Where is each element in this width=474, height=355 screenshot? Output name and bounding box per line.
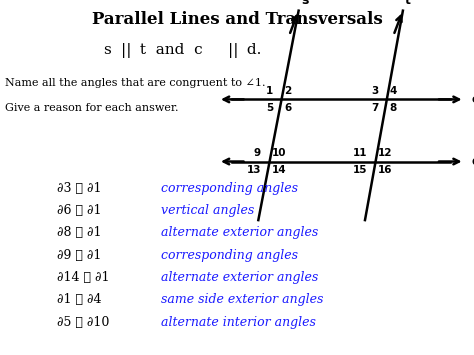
Text: alternate exterior angles: alternate exterior angles xyxy=(161,226,319,239)
Text: ||: || xyxy=(121,43,131,58)
Text: c: c xyxy=(472,93,474,106)
Text: t  and  c: t and c xyxy=(135,43,208,56)
Text: 5: 5 xyxy=(266,103,273,113)
Text: 3: 3 xyxy=(371,86,378,96)
Text: 9: 9 xyxy=(254,148,261,158)
Text: d: d xyxy=(472,155,474,168)
Text: Name all the angles that are congruent to ∠1.: Name all the angles that are congruent t… xyxy=(5,78,265,88)
Text: alternate interior angles: alternate interior angles xyxy=(161,316,316,329)
Text: 11: 11 xyxy=(353,148,367,158)
Text: ∂3 ≅ ∂1: ∂3 ≅ ∂1 xyxy=(57,182,101,195)
Text: 15: 15 xyxy=(353,165,367,175)
Text: ∂14 ≅ ∂1: ∂14 ≅ ∂1 xyxy=(57,271,109,284)
Text: ∂6 ≅ ∂1: ∂6 ≅ ∂1 xyxy=(57,204,101,217)
Text: Parallel Lines and Transversals: Parallel Lines and Transversals xyxy=(91,11,383,28)
Text: ||: || xyxy=(228,43,238,58)
Text: 4: 4 xyxy=(390,86,397,96)
Text: 8: 8 xyxy=(390,103,397,113)
Text: 6: 6 xyxy=(284,103,292,113)
Text: 1: 1 xyxy=(266,86,273,96)
Text: ∂9 ≅ ∂1: ∂9 ≅ ∂1 xyxy=(57,249,101,262)
Text: ∂8 ≅ ∂1: ∂8 ≅ ∂1 xyxy=(57,226,101,239)
Text: 2: 2 xyxy=(284,86,292,96)
Text: 10: 10 xyxy=(272,148,287,158)
Text: 7: 7 xyxy=(371,103,378,113)
Text: t: t xyxy=(405,0,411,7)
Text: corresponding angles: corresponding angles xyxy=(161,182,298,195)
Text: ∂5 ≅ ∂10: ∂5 ≅ ∂10 xyxy=(57,316,109,329)
Text: s: s xyxy=(301,0,309,7)
Text: 12: 12 xyxy=(378,148,392,158)
Text: corresponding angles: corresponding angles xyxy=(161,249,298,262)
Text: 13: 13 xyxy=(246,165,261,175)
Text: s: s xyxy=(104,43,117,56)
Text: ∂1 ≅ ∂4: ∂1 ≅ ∂4 xyxy=(57,294,101,306)
Text: d.: d. xyxy=(242,43,261,56)
Text: vertical angles: vertical angles xyxy=(161,204,255,217)
Text: 16: 16 xyxy=(378,165,392,175)
Text: 14: 14 xyxy=(272,165,287,175)
Text: alternate exterior angles: alternate exterior angles xyxy=(161,271,319,284)
Text: Give a reason for each answer.: Give a reason for each answer. xyxy=(5,103,178,113)
Text: same side exterior angles: same side exterior angles xyxy=(161,294,324,306)
